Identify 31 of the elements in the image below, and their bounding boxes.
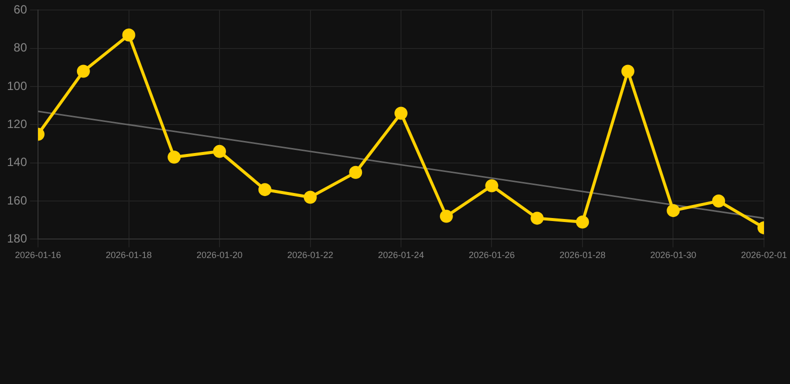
point	[122, 28, 136, 42]
x-tick-label: 2026-02-01	[740, 250, 788, 260]
point	[440, 210, 453, 223]
y-tick-label: 120	[6, 117, 28, 132]
y-tick-label: 140	[6, 155, 28, 170]
point	[168, 150, 181, 164]
x-tick-label: 2026-01-28	[559, 250, 606, 260]
point	[621, 64, 634, 78]
y-tick-label: 80	[14, 40, 28, 55]
point	[394, 106, 408, 120]
y-tick-label: 60	[14, 2, 28, 17]
x-tick-label: 2026-01-30	[650, 250, 696, 260]
x-tick-label: 2026-01-26	[468, 250, 515, 260]
point	[349, 166, 362, 179]
x-tick-label: 2026-01-22	[287, 250, 334, 260]
point	[213, 144, 226, 158]
point	[530, 212, 544, 225]
point	[485, 179, 498, 192]
point	[712, 194, 726, 208]
point	[304, 190, 317, 204]
x-tick-label: 2026-01-16	[15, 250, 62, 260]
y-tick-label: 180	[6, 232, 28, 246]
x-tick-label: 2026-01-18	[106, 250, 152, 260]
point	[258, 183, 272, 196]
x-tick-label: 2026-01-20	[196, 250, 243, 260]
y-tick-label: 100	[6, 78, 28, 93]
x-tick-label: 2026-01-24	[378, 250, 424, 260]
point	[666, 204, 680, 218]
y-tick-label: 160	[6, 193, 28, 208]
point	[576, 216, 589, 229]
point	[76, 64, 90, 78]
